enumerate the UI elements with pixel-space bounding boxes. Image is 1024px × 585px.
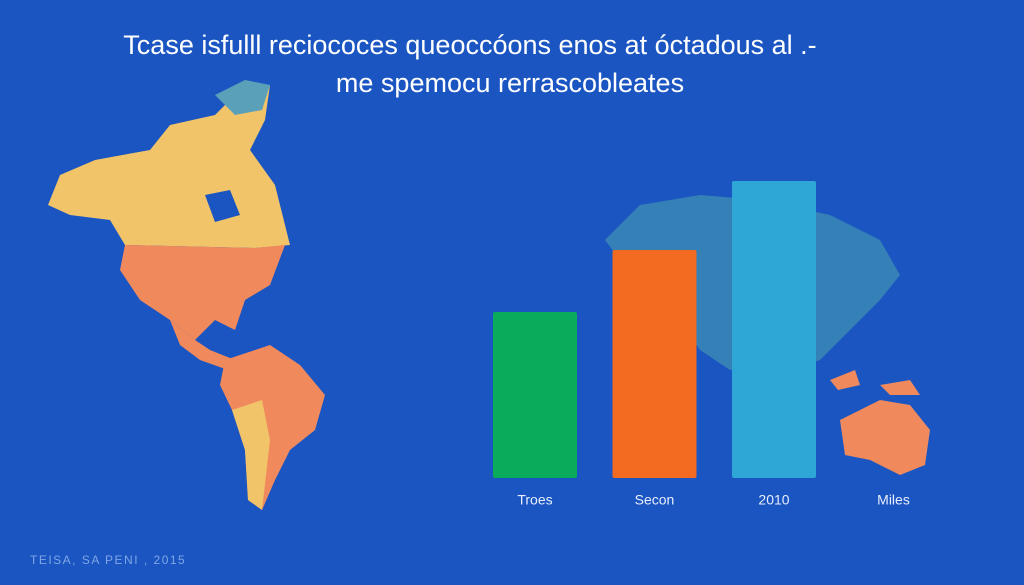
chart-title: me spemocu rerrascobleates [336,68,684,98]
x-tick-label: Troes [517,492,552,508]
bar [732,181,816,478]
map-australia [840,400,930,475]
map-usa [120,245,285,340]
chart-title: Tcase isfulll reciococes queoccóons enos… [123,30,816,60]
map-greenland [215,80,270,115]
map-bay [205,190,240,222]
map-central-america [170,320,235,370]
map-south-america-west [232,400,270,510]
bar [612,250,697,478]
bar [493,312,577,478]
map-islands [830,370,920,395]
x-tick-label: Miles [877,492,910,508]
footer: TEISA, SA PENI , 2015 [30,553,186,567]
x-tick-label: Secon [635,492,675,508]
x-tick-label: 2010 [758,492,789,508]
